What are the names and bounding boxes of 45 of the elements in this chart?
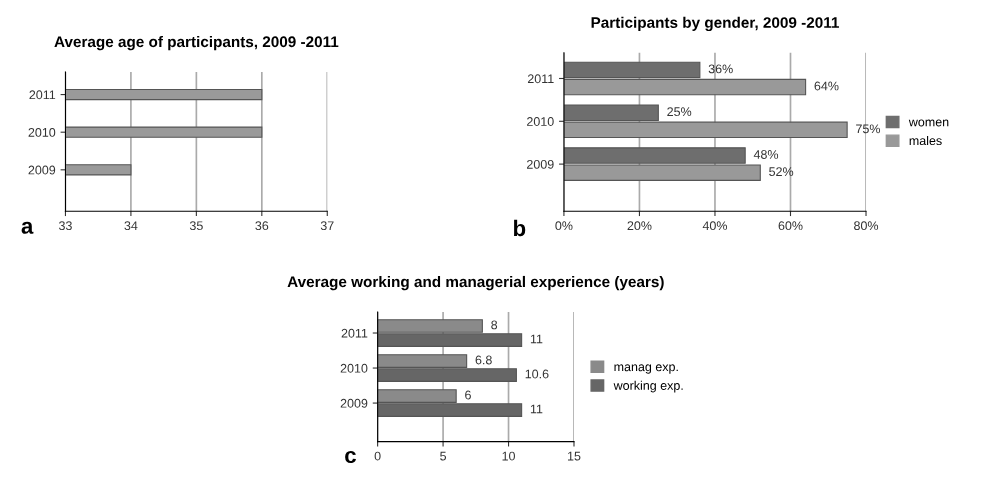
y-tick-label: 2009 — [28, 165, 56, 175]
data-label: 6 — [465, 390, 471, 400]
y-tick-label: 2011 — [341, 328, 368, 338]
legend-label: working exp. — [613, 380, 683, 393]
x-tick-label: 35 — [189, 221, 203, 231]
x-tick-label: 34 — [124, 221, 138, 231]
text: a — [21, 221, 34, 234]
y-tick-label: 2010 — [28, 128, 56, 137]
data-label: 11 — [530, 404, 543, 414]
legend-label: males — [909, 135, 942, 146]
y-tick-label: 2010 — [527, 117, 554, 126]
x-tick-label: 5 — [440, 451, 447, 461]
data-label: 8 — [491, 320, 498, 330]
legend-label: women — [908, 119, 949, 127]
chart-title: Participants by gender, 2009 -2011 — [591, 16, 839, 32]
data-label: 64% — [814, 81, 839, 91]
x-tick-label: 0 — [374, 451, 381, 461]
chart-title: Average working and managerial experience (years) — [287, 275, 664, 291]
data-label: 25% — [667, 107, 692, 117]
x-tick-label: 40% — [702, 221, 728, 231]
legend-label: manag exp. — [614, 364, 678, 374]
x-tick-label: 0% — [555, 221, 573, 231]
data-label: 10.6 — [525, 369, 549, 379]
data-label: 75% — [856, 124, 881, 134]
data-label: 36% — [708, 64, 733, 74]
x-tick-label: 33 — [58, 221, 72, 231]
data-label: 52% — [769, 167, 794, 177]
x-tick-label: 60% — [778, 221, 803, 231]
x-tick-label: 10 — [502, 451, 515, 461]
chart-title: Average age of participants, 2009 -2011 — [54, 35, 339, 51]
x-tick-label: 80% — [854, 221, 879, 231]
x-tick-label: 37 — [320, 221, 334, 231]
y-tick-label: 2011 — [527, 74, 554, 84]
x-tick-label: 20% — [627, 221, 652, 231]
data-label: 48% — [753, 150, 779, 159]
text: c — [345, 450, 356, 464]
y-tick-label: 2011 — [29, 90, 56, 100]
y-tick-label: 2010 — [340, 363, 368, 373]
x-tick-label: 15 — [567, 451, 581, 461]
data-label: 6.8 — [475, 355, 492, 365]
y-tick-label: 2009 — [527, 159, 554, 169]
y-tick-label: 2009 — [340, 398, 368, 408]
x-tick-label: 36 — [255, 221, 269, 231]
data-label: 11 — [530, 334, 543, 344]
text: b — [514, 219, 526, 237]
